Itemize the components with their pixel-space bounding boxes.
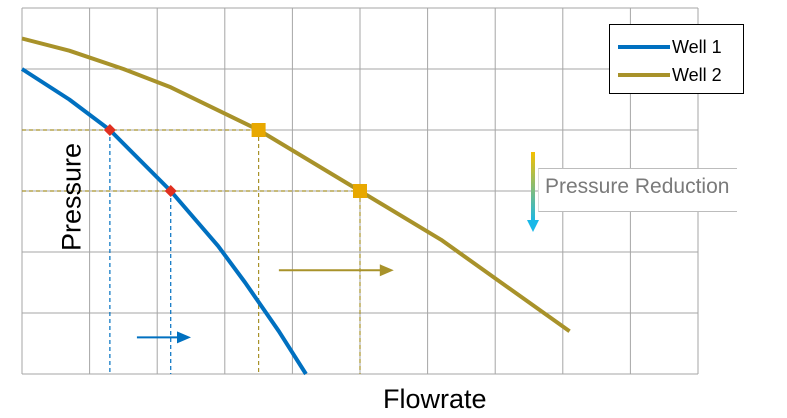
legend-swatch-well-2 — [618, 73, 670, 77]
series-line-well-2 — [21, 36, 571, 333]
y-axis-title-wrap: Pressure — [52, 122, 92, 272]
legend-item-well-2: Well 2 — [618, 64, 722, 86]
flow-arrow-head — [177, 331, 191, 344]
pressure-reduction-arrow — [527, 152, 539, 232]
operating-points — [103, 123, 367, 198]
legend-item-well-1: Well 1 — [618, 36, 722, 58]
series-line-well-1 — [20, 67, 308, 376]
operating-point-well-2 — [251, 123, 266, 137]
legend-swatch-well-1 — [618, 45, 670, 49]
guide-lines — [22, 129, 361, 374]
operating-point-well-2 — [353, 184, 367, 198]
legend-label-well-1: Well 1 — [672, 36, 722, 57]
series-layer — [20, 36, 571, 376]
reduction-arrow-shaft — [531, 152, 535, 222]
y-axis-title: Pressure — [56, 142, 87, 252]
operating-point-well-1 — [164, 185, 177, 197]
pressure-reduction-label: Pressure Reduction — [538, 168, 738, 212]
reduction-arrow-head — [527, 220, 539, 232]
flow-arrows — [136, 264, 394, 344]
operating-point-well-1 — [103, 124, 116, 136]
flow-arrow-head — [379, 264, 394, 277]
legend: Well 1 Well 2 — [609, 24, 744, 94]
x-axis-title: Flowrate — [383, 384, 487, 414]
legend-label-well-2: Well 2 — [672, 64, 722, 85]
